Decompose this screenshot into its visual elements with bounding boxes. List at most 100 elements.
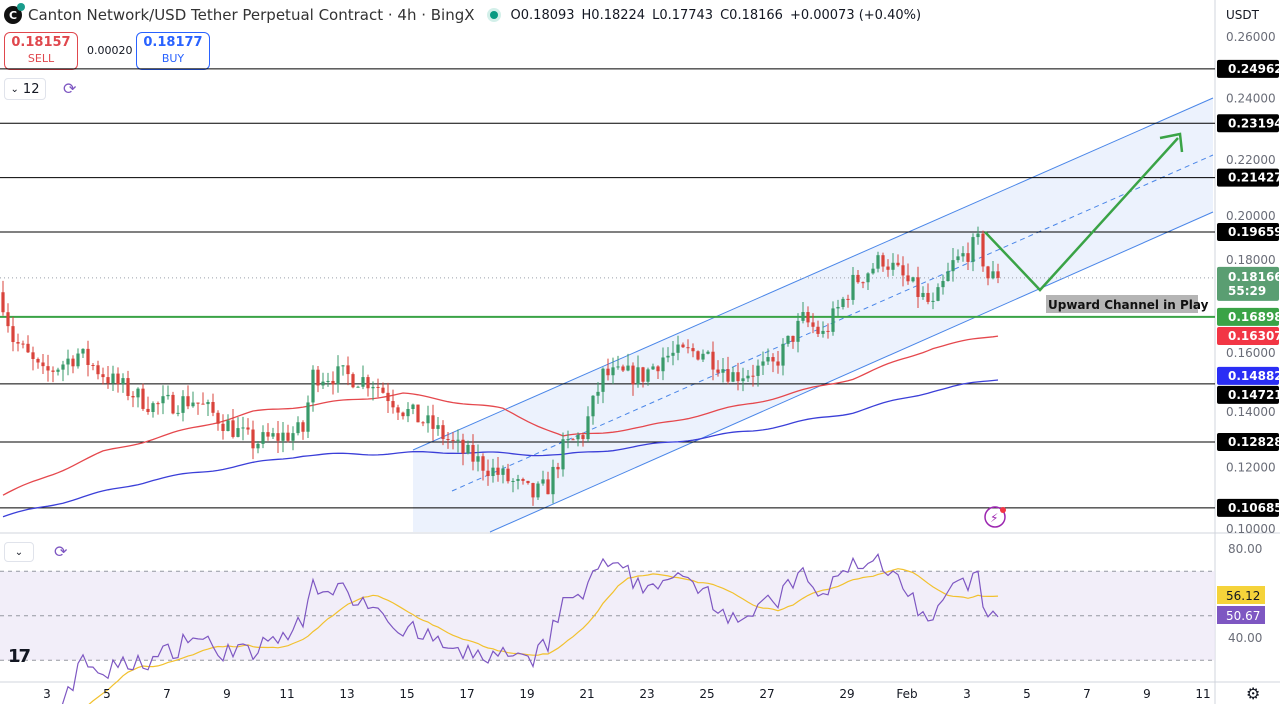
candle-body	[76, 353, 80, 367]
candle-body	[446, 438, 450, 440]
candle	[481, 453, 485, 481]
level-price-tag-bg	[1217, 385, 1279, 404]
level-price-tag: 0.19659	[1228, 225, 1280, 239]
candle	[341, 365, 345, 376]
candle-body	[881, 255, 885, 267]
candle	[756, 359, 760, 387]
candle-body	[336, 366, 340, 385]
candle-body	[581, 435, 585, 440]
time-axis-label: 9	[223, 687, 231, 701]
candle-body	[501, 468, 505, 475]
candle	[356, 385, 360, 388]
candle-body	[811, 322, 815, 327]
candle-body	[6, 312, 10, 327]
candle-body	[416, 404, 420, 423]
candle	[891, 253, 895, 276]
candle	[136, 387, 140, 408]
candle-body	[621, 366, 625, 371]
candle-body	[791, 335, 795, 342]
rsi-collapse-button[interactable]: ⌄	[4, 542, 34, 562]
candle-body	[876, 255, 880, 269]
currency-selector[interactable]: USDT	[1216, 0, 1280, 30]
candle-body	[901, 265, 905, 276]
candle-body	[61, 364, 65, 370]
candle-body	[341, 365, 345, 367]
candle-body	[141, 388, 145, 409]
candle-body	[711, 351, 715, 370]
candle-body	[591, 395, 595, 417]
candle-body	[491, 467, 495, 477]
candle	[141, 383, 145, 411]
candle	[581, 432, 585, 447]
candle-body	[496, 467, 500, 475]
candle	[986, 265, 990, 286]
time-axis-label: 3	[43, 687, 51, 701]
candle	[991, 260, 995, 280]
candle	[116, 367, 120, 393]
candle	[516, 474, 520, 490]
candle	[441, 420, 445, 446]
rsi-tag-bg	[1217, 606, 1265, 624]
candle	[351, 372, 355, 389]
candle-body	[406, 408, 410, 417]
candle-body	[751, 375, 755, 377]
buy-price: 0.18177	[143, 35, 203, 50]
candle-body	[56, 369, 60, 372]
sync-icon[interactable]: ⟳	[63, 79, 77, 98]
candle	[376, 378, 380, 398]
candle	[276, 421, 280, 454]
candle	[196, 402, 200, 415]
candle-body	[81, 348, 85, 354]
candle	[211, 393, 215, 417]
candle-body	[946, 271, 950, 282]
candle-body	[991, 271, 995, 279]
sell-button[interactable]: 0.18157 SELL	[4, 32, 78, 70]
buy-button[interactable]: 0.18177 BUY	[136, 32, 210, 70]
price-axis-tick: 0.26000	[1226, 30, 1276, 44]
candle-body	[996, 271, 1000, 278]
candle	[901, 256, 905, 287]
time-axis-label: 23	[639, 687, 654, 701]
settings-icon[interactable]: ⚙	[1246, 684, 1261, 703]
ohlc-high: H0.18224	[581, 7, 646, 23]
sync-icon[interactable]: ⟳	[54, 542, 68, 561]
candle-body	[531, 483, 535, 498]
lightning-glyph: ⚡	[990, 511, 998, 525]
time-axis-label: 15	[399, 687, 414, 701]
candle-body	[106, 377, 110, 384]
indicators-collapse-button[interactable]: ⌄ 12	[4, 78, 46, 100]
candle	[421, 421, 425, 427]
candle	[336, 355, 340, 393]
candle-body	[696, 351, 700, 360]
candle	[816, 320, 820, 337]
candle-body	[841, 298, 845, 307]
chart-title-bar: C Canton Network/USD Tether Perpetual Co…	[4, 3, 928, 26]
candle	[776, 351, 780, 374]
candle	[251, 420, 255, 460]
candle	[181, 390, 185, 422]
candle	[856, 270, 860, 284]
symbol-title[interactable]: Canton Network/USD Tether Perpetual Cont…	[28, 6, 475, 24]
candle-body	[651, 366, 655, 370]
candle-body	[351, 374, 355, 388]
candle	[786, 335, 790, 347]
candle-body	[526, 480, 530, 484]
candle	[591, 395, 595, 425]
candle	[676, 335, 680, 361]
candle	[576, 432, 580, 447]
candle-body	[246, 427, 250, 430]
candle-body	[921, 292, 925, 297]
rsi-ma-tag: 56.12	[1226, 589, 1260, 603]
candle	[706, 350, 710, 355]
candle-body	[96, 365, 100, 375]
candle	[896, 254, 900, 267]
candle-body	[381, 387, 385, 393]
candle	[301, 420, 305, 440]
candle-body	[541, 479, 545, 484]
candle-body	[146, 408, 150, 413]
candle	[606, 358, 610, 381]
support-price-tag: 0.16898	[1228, 310, 1280, 324]
candle-body	[71, 358, 75, 367]
candle	[321, 372, 325, 390]
